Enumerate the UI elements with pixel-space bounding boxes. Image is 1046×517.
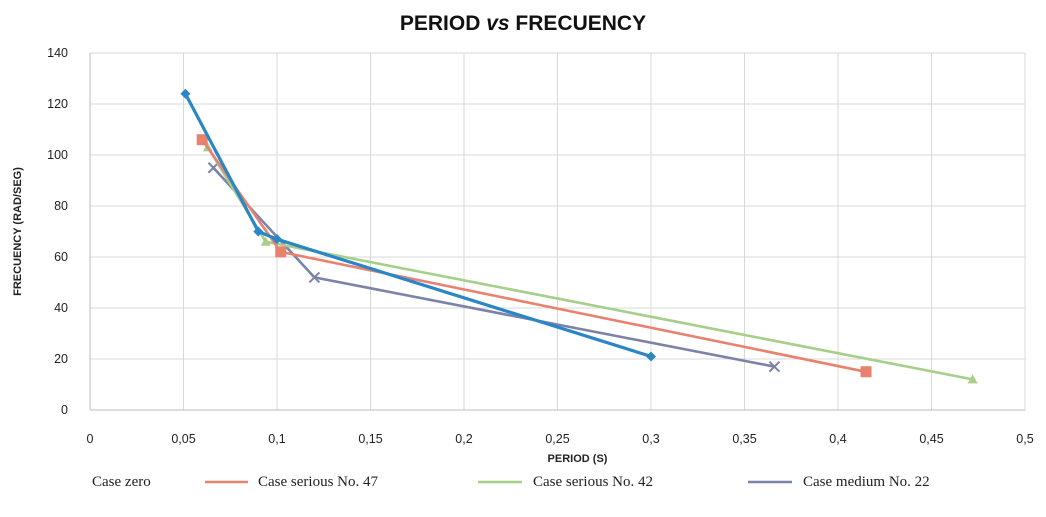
legend: Case zero Case serious No. 47 Case serious… — [92, 474, 930, 490]
series-group — [180, 88, 978, 384]
x-tick-label: 0,5 — [1016, 432, 1033, 446]
x-tick-label: 0,15 — [358, 432, 382, 446]
series-line — [206, 146, 973, 381]
y-axis-label: FRECUENCY (RAD/SEG) — [12, 167, 24, 296]
x-tick-label: 0,3 — [642, 432, 659, 446]
y-tick-label: 0 — [61, 403, 68, 417]
legend-label: Case serious No. 47 — [258, 474, 378, 490]
series-3 — [207, 162, 781, 373]
data-point — [768, 360, 781, 373]
y-tick-label: 40 — [54, 301, 68, 315]
x-tick-label: 0,4 — [829, 432, 846, 446]
y-tick-labels: 0 20 40 60 80 100 120 140 — [47, 46, 68, 417]
y-tick-label: 80 — [54, 199, 68, 213]
data-point — [207, 162, 220, 174]
y-tick-label: 120 — [47, 97, 68, 111]
data-point — [308, 271, 321, 284]
x-tick-label: 0,2 — [455, 432, 472, 446]
axes — [89, 53, 1025, 411]
legend-label: Case zero — [92, 474, 151, 490]
series-line — [201, 138, 867, 374]
x-tick-label: 0,35 — [732, 432, 756, 446]
series-line — [183, 93, 652, 358]
x-tick-label: 0,05 — [171, 432, 195, 446]
x-tick-label: 0,25 — [545, 432, 569, 446]
legend-label: Case serious No. 42 — [533, 474, 653, 490]
data-point — [646, 351, 656, 362]
data-point — [180, 88, 191, 99]
x-tick-label: 0 — [87, 432, 94, 446]
legend-label: Case medium No. 22 — [803, 474, 930, 490]
data-point — [967, 374, 978, 384]
chart-title: PERIOD vs FRECUENCY — [400, 12, 646, 35]
y-tick-label: 20 — [54, 352, 68, 366]
data-point — [260, 236, 271, 246]
series-2 — [202, 142, 978, 384]
data-point — [860, 366, 872, 378]
y-tick-label: 140 — [47, 46, 68, 60]
x-tick-label: 0,45 — [919, 432, 943, 446]
legend-item: Case medium No. 22 — [748, 474, 930, 490]
x-tick-label: 0,1 — [268, 432, 285, 446]
data-point — [275, 246, 287, 258]
data-point — [272, 234, 282, 245]
y-tick-label: 60 — [54, 250, 68, 264]
y-tick-label: 100 — [47, 148, 68, 162]
legend-item: Case serious No. 47 — [205, 474, 378, 490]
grid — [90, 52, 1026, 410]
data-point — [196, 134, 208, 146]
legend-item: Case serious No. 42 — [478, 474, 653, 490]
x-tick-labels: 0 0,05 0,1 0,15 0,2 0,25 0,3 0,35 0,4 0,45 0,5 — [87, 432, 1034, 446]
x-axis-label: PERIOD (S) — [548, 453, 608, 465]
data-point — [253, 226, 264, 237]
series-0 — [180, 88, 656, 362]
legend-item: Case zero — [92, 474, 151, 490]
